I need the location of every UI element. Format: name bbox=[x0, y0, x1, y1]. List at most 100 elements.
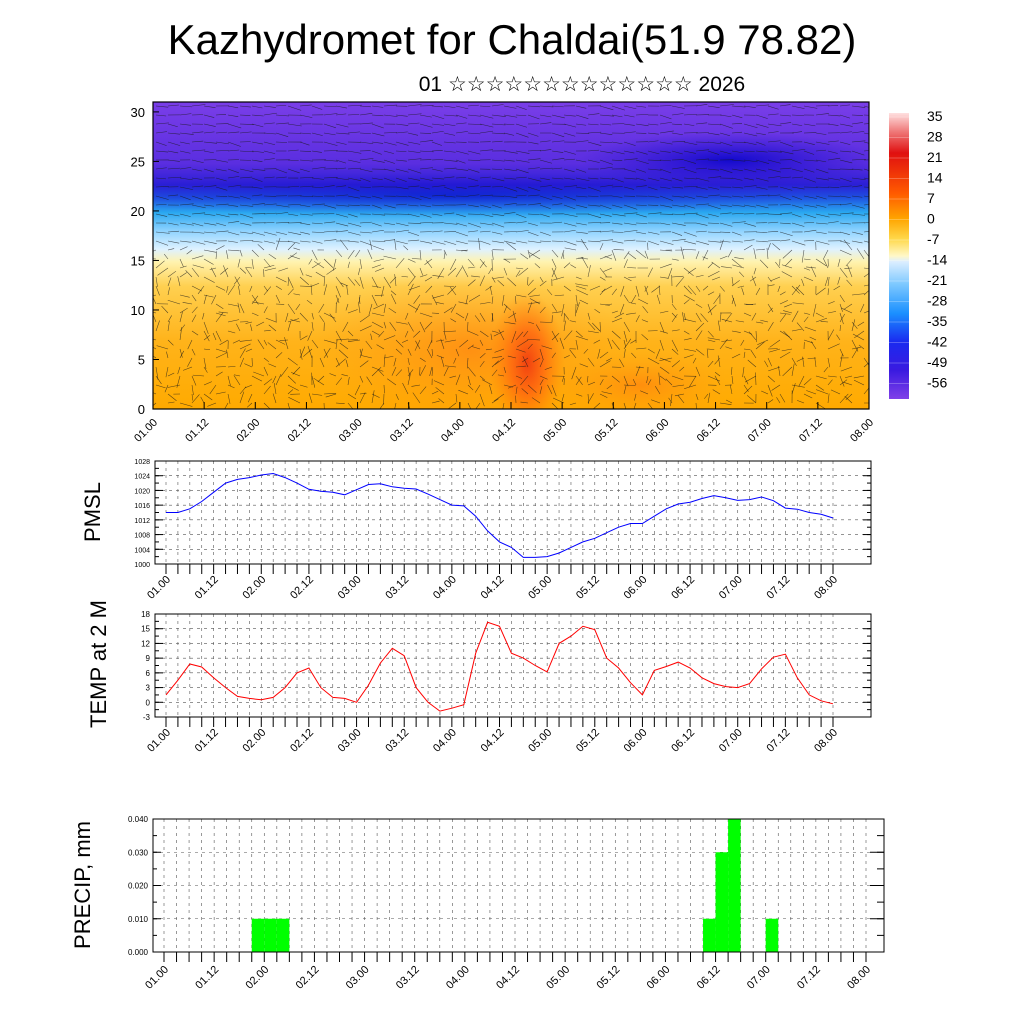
wind-vector bbox=[695, 366, 701, 377]
wind-vector bbox=[745, 303, 757, 306]
wind-vector bbox=[743, 222, 756, 227]
wind-vector bbox=[371, 366, 382, 377]
wind-vector bbox=[413, 330, 421, 338]
wind-vector bbox=[791, 240, 806, 246]
wind-vector bbox=[371, 213, 386, 216]
chart-title: Kazhydromet for Chaldai(51.9 78.82) bbox=[167, 16, 857, 63]
wind-vector bbox=[659, 114, 672, 120]
wind-vector bbox=[839, 185, 852, 188]
wind-vector bbox=[155, 203, 167, 206]
wind-vector bbox=[179, 167, 192, 170]
wind-vector bbox=[839, 114, 851, 119]
wind-vector bbox=[571, 366, 577, 380]
wind-vector bbox=[347, 195, 360, 199]
wind-vector bbox=[599, 360, 611, 368]
wind-vector bbox=[803, 159, 818, 162]
wind-vector bbox=[239, 114, 251, 116]
wind-vector bbox=[575, 168, 587, 173]
wind-vector bbox=[760, 319, 769, 323]
wind-vector bbox=[290, 255, 301, 260]
wind-vector bbox=[263, 141, 276, 146]
wind-vector bbox=[299, 132, 311, 135]
wind-vector bbox=[731, 258, 742, 268]
wind-vector bbox=[695, 167, 707, 170]
wind-vector bbox=[299, 141, 310, 146]
temp-y-axis-title: TEMP at 2 M bbox=[86, 600, 111, 728]
wind-vector bbox=[467, 384, 474, 391]
wind-vector bbox=[611, 150, 625, 155]
wind-vector bbox=[755, 186, 768, 190]
wind-vector bbox=[515, 194, 527, 197]
wind-vector bbox=[671, 123, 683, 126]
wind-vector bbox=[561, 393, 565, 401]
wind-vector bbox=[251, 249, 259, 257]
wind-vector bbox=[767, 231, 779, 233]
heatmap-y-tick-label: 20 bbox=[131, 204, 145, 219]
wind-vector bbox=[539, 105, 554, 108]
wind-vector bbox=[623, 230, 638, 233]
x-tick-label: 07.00 bbox=[717, 574, 745, 602]
wind-vector bbox=[431, 213, 443, 216]
wind-vector bbox=[791, 186, 805, 190]
wind-vector bbox=[263, 112, 277, 116]
wind-vector bbox=[671, 238, 686, 242]
y-tick-label: 0.040 bbox=[128, 815, 149, 824]
wind-vector bbox=[232, 339, 241, 344]
wind-vector bbox=[815, 177, 829, 181]
wind-vector bbox=[395, 339, 404, 348]
wind-vector bbox=[515, 331, 524, 341]
wind-vector bbox=[779, 114, 791, 117]
wind-vector bbox=[220, 267, 229, 275]
wind-vector bbox=[245, 267, 253, 269]
wind-vector bbox=[512, 310, 517, 323]
wind-vector bbox=[644, 285, 649, 296]
wind-vector bbox=[155, 177, 167, 180]
wind-vector bbox=[491, 249, 494, 260]
wind-vector bbox=[347, 150, 362, 154]
wind-vector bbox=[791, 105, 805, 109]
wind-vector bbox=[755, 330, 757, 343]
wind-vector bbox=[544, 366, 553, 370]
wind-vector bbox=[288, 397, 301, 404]
wind-vector bbox=[623, 251, 630, 260]
wind-vector bbox=[239, 391, 245, 404]
x-tick-label: 06.00 bbox=[622, 574, 650, 602]
wind-vector bbox=[299, 114, 313, 118]
wind-vector bbox=[191, 177, 203, 180]
wind-vector bbox=[479, 393, 485, 407]
wind-vector bbox=[798, 375, 805, 387]
wind-vector bbox=[239, 386, 247, 395]
wind-vector bbox=[599, 351, 609, 359]
wind-vector bbox=[827, 213, 842, 216]
wind-vector bbox=[743, 348, 751, 351]
wind-vector bbox=[767, 322, 774, 332]
wind-vector bbox=[371, 105, 384, 108]
wind-vector bbox=[704, 393, 709, 399]
wind-vector bbox=[263, 357, 270, 363]
wind-vector bbox=[767, 357, 772, 367]
wind-vector bbox=[755, 159, 770, 164]
wind-vector bbox=[815, 132, 827, 135]
wind-vector bbox=[761, 390, 769, 395]
wind-vector bbox=[539, 114, 552, 118]
wind-vector bbox=[311, 105, 323, 110]
wind-vector bbox=[215, 285, 226, 291]
wind-vector bbox=[570, 264, 577, 269]
wind-vector bbox=[407, 357, 410, 366]
wind-vector bbox=[203, 231, 217, 234]
heatmap-x-tick-label: 03.00 bbox=[337, 417, 365, 445]
wind-vector bbox=[179, 177, 193, 181]
wind-vector bbox=[401, 275, 409, 278]
wind-vector bbox=[863, 284, 869, 287]
wind-vector bbox=[611, 288, 617, 296]
wind-vector bbox=[308, 393, 313, 404]
wind-vector bbox=[329, 373, 337, 377]
wind-vector bbox=[847, 265, 853, 278]
wind-vector bbox=[419, 267, 424, 276]
wind-vector bbox=[239, 231, 253, 235]
wind-vector bbox=[299, 312, 309, 322]
wind-vector bbox=[455, 240, 468, 245]
wind-vector bbox=[707, 186, 720, 190]
wind-vector bbox=[815, 231, 827, 234]
wind-vector bbox=[659, 276, 669, 279]
